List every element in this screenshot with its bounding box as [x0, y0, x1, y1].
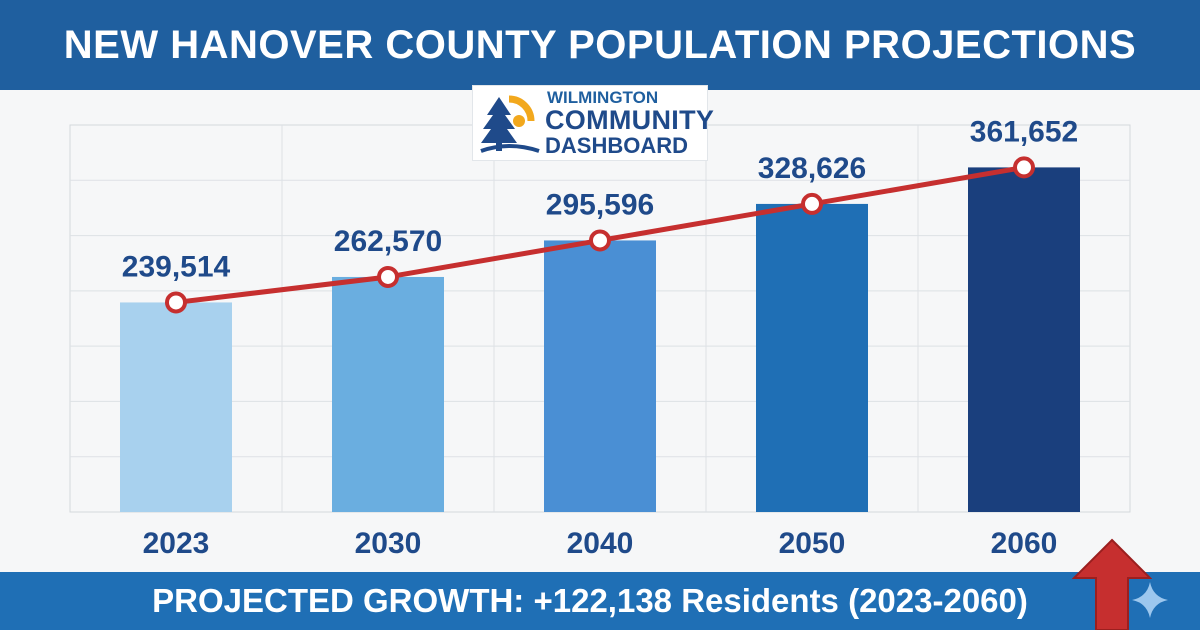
x-tick-label-2040: 2040 [567, 527, 634, 560]
bar-2050 [756, 203, 868, 512]
x-tick-label-2050: 2050 [779, 527, 846, 560]
trend-point-2023 [165, 291, 187, 314]
trend-point-2060 [1013, 156, 1035, 179]
footer-bar: PROJECTED GROWTH: +122,138 Residents (20… [0, 572, 1200, 630]
title-bar: NEW HANOVER COUNTY POPULATION PROJECTION… [0, 0, 1200, 90]
trend-point-2040 [589, 229, 611, 252]
bar-2060 [968, 167, 1080, 513]
trend-point-2050 [801, 192, 823, 215]
bar-2040 [544, 240, 656, 513]
logo-line-1: WILMINGTON [547, 88, 659, 107]
logo-line-2: COMMUNITY [545, 105, 715, 135]
value-label-2060: 361,652 [970, 115, 1078, 148]
chart-bars [120, 167, 1080, 513]
community-dashboard-logo: WILMINGTON COMMUNITY DASHBOARD [472, 85, 714, 161]
value-label-2050: 328,626 [758, 152, 866, 185]
bar-2030 [332, 276, 444, 512]
value-label-2023: 239,514 [122, 250, 231, 283]
chart-labels: 239,514 2023 262,570 2030 295,596 2040 328,626… [122, 115, 1078, 560]
projected-growth-text: PROJECTED GROWTH: +122,138 Residents (20… [152, 582, 1028, 619]
x-tick-label-2060: 2060 [991, 527, 1058, 560]
logo-line-3: DASHBOARD [545, 133, 688, 158]
x-tick-label-2023: 2023 [143, 527, 210, 560]
x-tick-label-2030: 2030 [355, 527, 422, 560]
tree-sun-icon [480, 95, 540, 153]
red-up-arrow-icon [1072, 538, 1152, 630]
value-label-2030: 262,570 [334, 225, 442, 258]
bar-2023 [120, 302, 232, 512]
value-label-2040: 295,596 [546, 188, 654, 221]
chart-trend-line [165, 156, 1035, 314]
trend-point-2030 [377, 265, 399, 288]
sparkle-icon [1132, 582, 1168, 618]
page-title: NEW HANOVER COUNTY POPULATION PROJECTION… [63, 22, 1137, 67]
